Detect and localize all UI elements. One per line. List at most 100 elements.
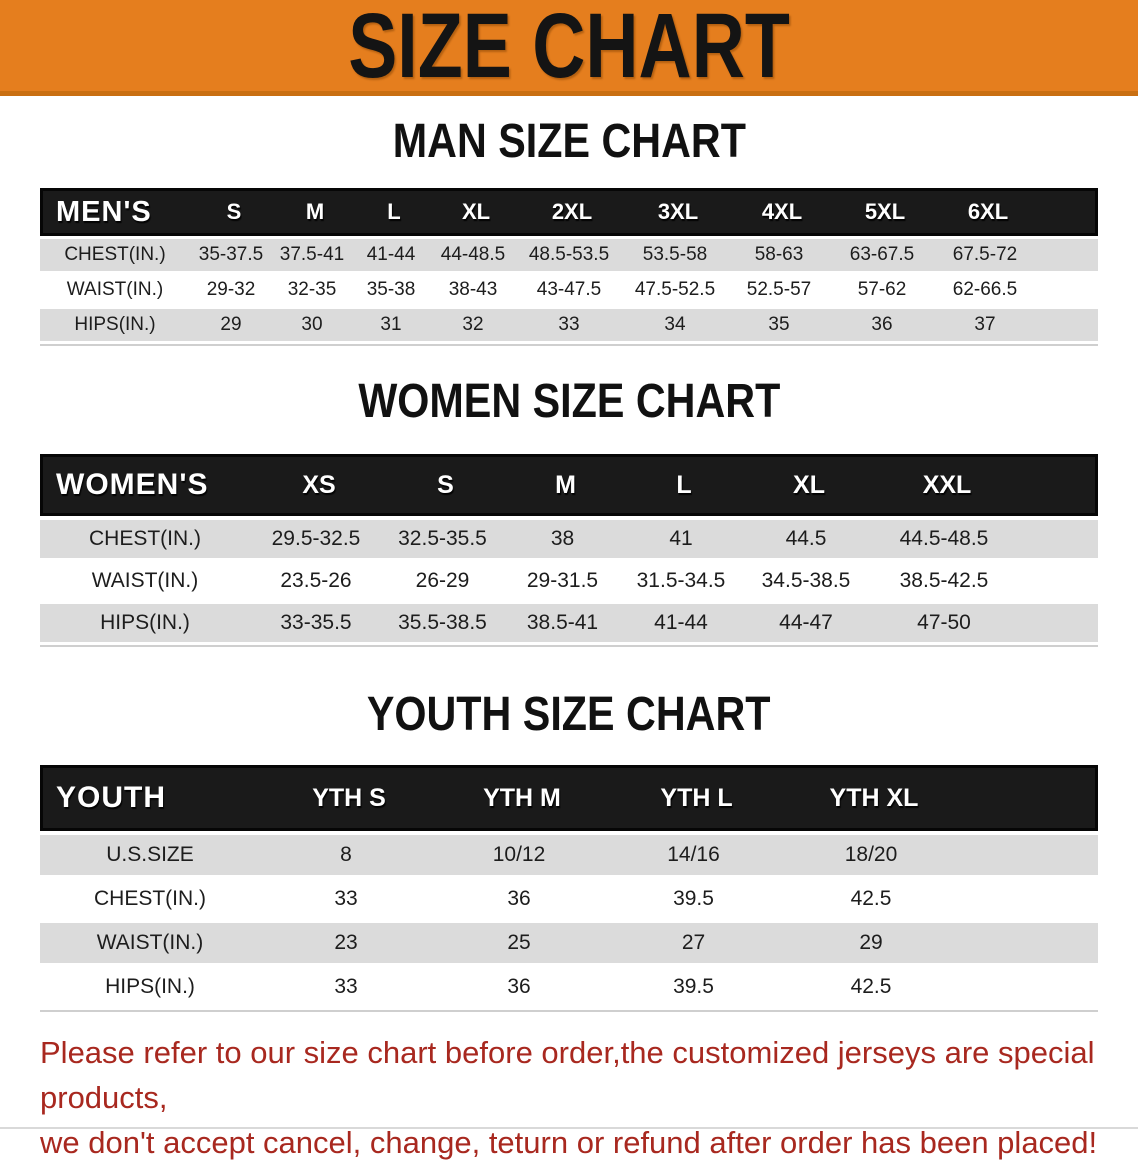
table-cell: 35-37.5 [198, 244, 264, 265]
women-header-col: XL [793, 470, 825, 499]
women-header-col: XXL [922, 470, 972, 499]
women-table-header: WOMEN'S XS S M L XL XXL [40, 454, 1098, 516]
table-cell: 32-35 [287, 279, 337, 300]
table-cell: 33 [334, 975, 358, 998]
row-label: HIPS(IN.) [105, 975, 195, 998]
table-cell: 35.5-38.5 [398, 611, 487, 634]
table-cell: 47-50 [917, 611, 971, 634]
row-label: WAIST(IN.) [91, 569, 199, 592]
women-hips-row: HIPS(IN.) 33-35.5 35.5-38.5 38.5-41 41-4… [40, 604, 1098, 642]
table-cell: 53.5-58 [642, 244, 708, 265]
banner: SIZE CHART [0, 0, 1138, 96]
table-cell: 39.5 [673, 887, 714, 910]
women-header-label: WOMEN'S [56, 468, 209, 501]
table-cell: 43-47.5 [536, 279, 602, 300]
table-cell: 36 [507, 975, 531, 998]
youth-section-heading: YOUTH SIZE CHART [0, 689, 1138, 741]
women-header-col: S [437, 470, 454, 499]
table-cell: 29-31.5 [526, 569, 599, 592]
man-header-col: S [226, 199, 242, 224]
youth-hips-row: HIPS(IN.) 33 36 39.5 42.5 [40, 967, 1098, 1007]
man-chest-row: CHEST(IN.) 35-37.5 37.5-41 41-44 44-48.5… [40, 239, 1098, 271]
women-chest-row: CHEST(IN.) 29.5-32.5 32.5-35.5 38 41 44.… [40, 520, 1098, 558]
table-cell: 32 [462, 314, 484, 335]
table-cell: 31 [380, 314, 402, 335]
bottom-divider [0, 1127, 1138, 1129]
size-chart-page: { "banner": { "title": "SIZE CHART" }, "… [0, 0, 1138, 1132]
man-table-header: MEN'S S M L XL 2XL 3XL 4XL 5XL 6XL [40, 188, 1098, 236]
women-size-table: WOMEN'S XS S M L XL XXL CHEST(IN.) 29.5-… [40, 454, 1098, 647]
table-cell: 38 [550, 527, 575, 550]
table-cell: 23.5-26 [280, 569, 352, 592]
man-header-col: 2XL [551, 199, 593, 224]
table-cell: 47.5-52.5 [634, 279, 716, 300]
man-header-label: MEN'S [56, 195, 152, 228]
table-cell: 29.5-32.5 [271, 527, 361, 550]
man-heading-text: MAN SIZE CHART [392, 115, 746, 168]
row-label: U.S.SIZE [106, 843, 194, 866]
table-cell: 67.5-72 [952, 244, 1018, 265]
youth-table-header: YOUTH YTH S YTH M YTH L YTH XL [40, 765, 1098, 831]
table-cell: 44-47 [779, 611, 833, 634]
table-cell: 33 [558, 314, 580, 335]
man-hips-row: HIPS(IN.) 29 30 31 32 33 34 35 36 37 [40, 309, 1098, 341]
man-header-col: 6XL [967, 199, 1009, 224]
table-cell: 29-32 [206, 279, 256, 300]
table-cell: 8 [340, 843, 352, 866]
women-heading-text: WOMEN SIZE CHART [358, 375, 780, 428]
disclaimer-text: Please refer to our size chart before or… [40, 1030, 1108, 1165]
table-cell: 25 [507, 931, 531, 954]
table-cell: 30 [301, 314, 323, 335]
table-cell: 29 [220, 314, 242, 335]
row-label: CHEST(IN.) [89, 527, 201, 550]
table-cell: 41-44 [654, 611, 708, 634]
youth-header-col: YTH XL [829, 783, 919, 812]
table-cell: 34.5-38.5 [761, 569, 851, 592]
women-waist-row: WAIST(IN.) 23.5-26 26-29 29-31.5 31.5-34… [40, 562, 1098, 600]
youth-header-col: YTH L [660, 783, 733, 812]
man-header-col: M [305, 199, 325, 224]
table-cell: 42.5 [850, 887, 892, 910]
man-header-col: 4XL [761, 199, 803, 224]
table-cell: 38.5-42.5 [899, 569, 989, 592]
youth-waist-row: WAIST(IN.) 23 25 27 29 [40, 923, 1098, 963]
man-waist-row: WAIST(IN.) 29-32 32-35 35-38 38-43 43-47… [40, 274, 1098, 306]
women-header-col: M [555, 470, 576, 499]
row-label: WAIST(IN.) [66, 279, 164, 300]
youth-header-col: YTH S [312, 783, 386, 812]
table-cell: 57-62 [857, 279, 907, 300]
row-label: HIPS(IN.) [100, 611, 190, 634]
table-cell: 62-66.5 [952, 279, 1018, 300]
table-cell: 37.5-41 [279, 244, 345, 265]
table-cell: 35-38 [366, 279, 416, 300]
women-header-col: L [676, 470, 692, 499]
table-cell: 27 [681, 931, 706, 954]
table-cell: 36 [871, 314, 893, 335]
row-label: WAIST(IN.) [96, 931, 204, 954]
man-header-col: 5XL [864, 199, 906, 224]
table-cell: 14/16 [667, 843, 720, 866]
women-header-col: XS [302, 470, 336, 499]
table-cell: 29 [859, 931, 883, 954]
man-size-table: MEN'S S M L XL 2XL 3XL 4XL 5XL 6XL CHEST… [40, 188, 1098, 346]
table-cell: 38-43 [448, 279, 498, 300]
table-cell: 32.5-35.5 [398, 527, 487, 550]
table-cell: 18/20 [844, 843, 898, 866]
table-cell: 39.5 [673, 975, 714, 998]
table-cell: 26-29 [415, 569, 470, 592]
table-cell: 34 [664, 314, 686, 335]
youth-ussize-row: U.S.SIZE 8 10/12 14/16 18/20 [40, 835, 1098, 875]
table-cell: 42.5 [850, 975, 892, 998]
table-cell: 38.5-41 [526, 611, 599, 634]
youth-chest-row: CHEST(IN.) 33 36 39.5 42.5 [40, 879, 1098, 919]
table-cell: 31.5-34.5 [636, 569, 726, 592]
table-cell: 48.5-53.5 [528, 244, 610, 265]
table-cell: 44.5-48.5 [899, 527, 989, 550]
table-cell: 37 [974, 314, 996, 335]
table-cell: 41 [669, 527, 693, 550]
man-section-heading: MAN SIZE CHART [0, 116, 1138, 168]
disclaimer-line-1: Please refer to our size chart before or… [40, 1035, 1095, 1115]
banner-title: SIZE CHART [348, 0, 790, 96]
table-cell: 10/12 [492, 843, 546, 866]
table-cell: 44.5 [785, 527, 827, 550]
